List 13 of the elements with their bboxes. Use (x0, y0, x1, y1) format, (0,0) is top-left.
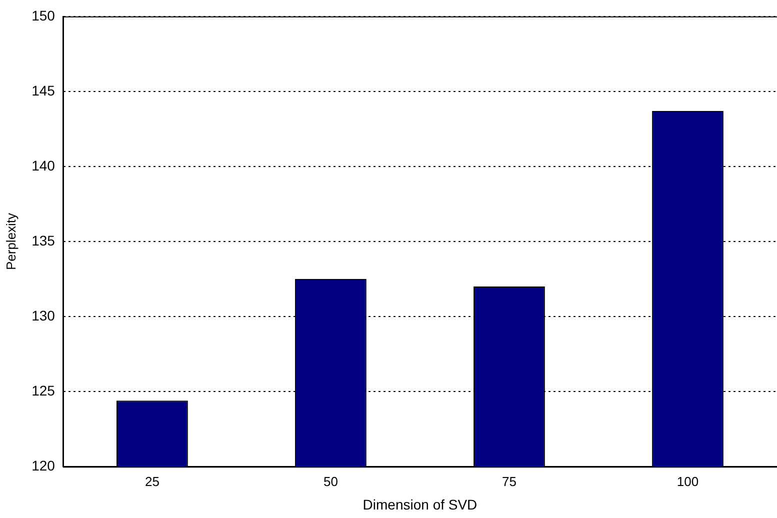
y-axis-title: Perplexity (3, 212, 18, 270)
y-tick-label: 150 (32, 7, 56, 24)
x-tick-label: 75 (502, 474, 516, 489)
y-tick-label: 130 (32, 307, 56, 324)
y-tick-label: 120 (32, 457, 56, 474)
y-tick-label: 145 (32, 82, 56, 98)
x-tick-label: 100 (676, 474, 699, 489)
y-tick-label: 135 (32, 232, 56, 248)
x-tick-label: 25 (144, 474, 160, 489)
x-tick-label: 50 (323, 474, 338, 489)
y-tick-label: 140 (32, 157, 56, 174)
y-tick-label: 125 (32, 382, 56, 398)
x-axis-title: Dimension of SVD (362, 496, 478, 512)
